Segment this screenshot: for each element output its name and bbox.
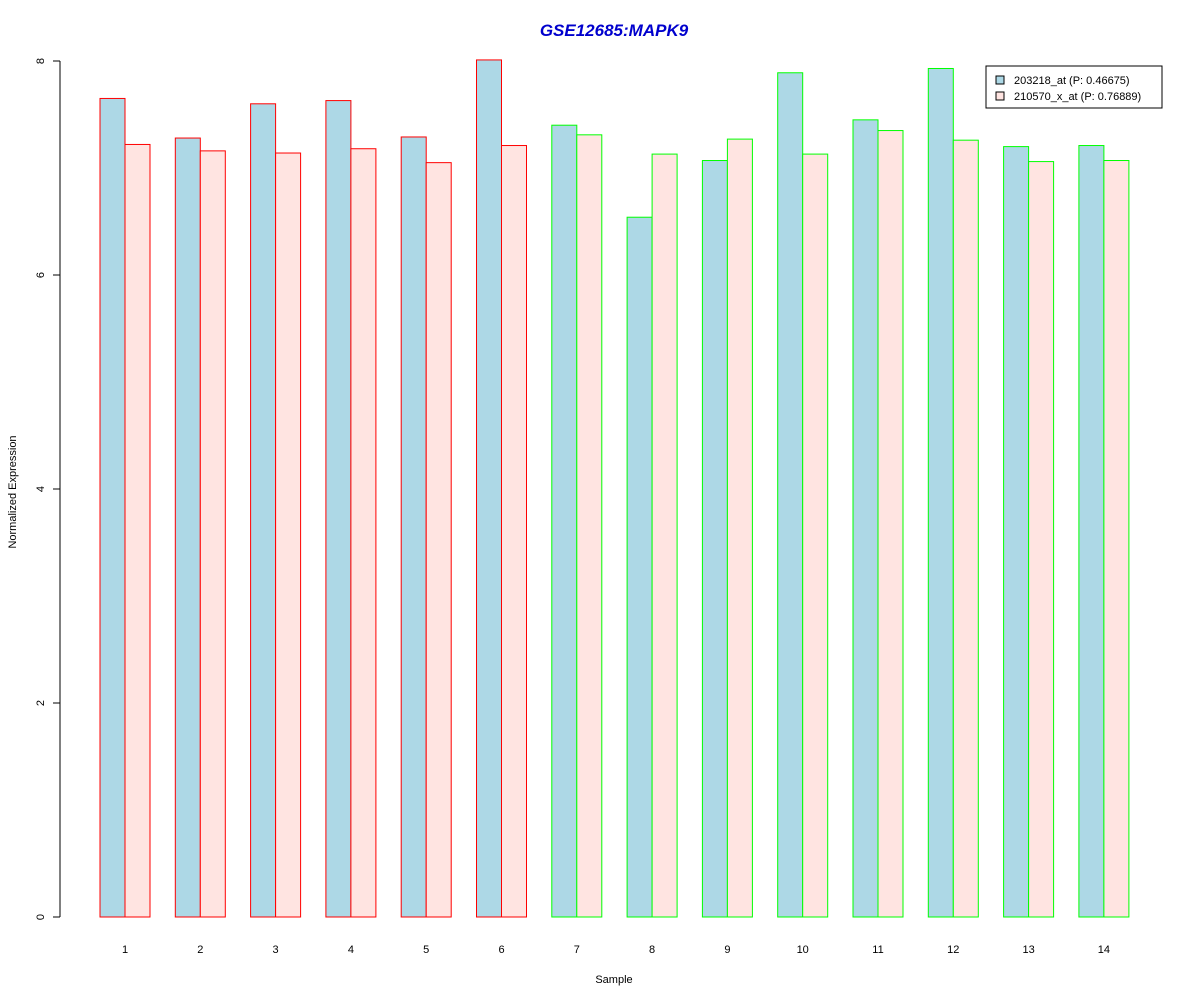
x-tick-label: 6	[498, 944, 504, 956]
chart-title: GSE12685:MAPK9	[540, 21, 689, 40]
legend-box	[985, 65, 1163, 109]
bar-sample-13-series-1	[1003, 146, 1030, 918]
y-tick-label: 6	[35, 272, 47, 278]
x-axis-labels: 1 2 3 4 5 6 7 8 9 10 11 12 13 14	[122, 944, 1110, 956]
bars	[99, 59, 1130, 918]
bar-sample-11-series-1	[852, 119, 879, 918]
bar-sample-8-series-2	[651, 153, 678, 918]
bar-sample-14-series-2	[1103, 160, 1130, 918]
legend-label-210570-x-at: 210570_x_at (P: 0.76889)	[1014, 91, 1141, 103]
y-axis: 0 2 4 6 8	[35, 58, 61, 920]
x-tick-label: 2	[197, 944, 203, 956]
bar-sample-10-series-1	[777, 72, 804, 918]
bar-sample-12-series-2	[952, 139, 979, 918]
x-tick-label: 13	[1022, 944, 1034, 956]
legend: 203218_at (P: 0.46675) 210570_x_at (P: 0…	[985, 65, 1163, 109]
x-tick-label: 14	[1098, 944, 1110, 956]
x-tick-label: 5	[423, 944, 429, 956]
legend-swatch-203218-at	[995, 75, 1005, 85]
bar-sample-12-series-1	[927, 67, 954, 918]
x-axis-title: Sample	[595, 974, 632, 986]
bar-sample-2-series-1	[174, 137, 201, 918]
bar-sample-9-series-2	[726, 138, 753, 918]
bar-sample-4-series-2	[350, 148, 377, 918]
y-tick-label: 0	[35, 914, 47, 920]
legend-swatch-210570-x-at	[995, 91, 1005, 101]
y-tick-label: 4	[35, 486, 47, 492]
bar-sample-3-series-2	[275, 152, 302, 918]
x-tick-label: 10	[797, 944, 809, 956]
bar-sample-4-series-1	[325, 100, 352, 918]
bar-sample-6-series-2	[501, 145, 527, 918]
bar-sample-2-series-2	[199, 150, 226, 918]
bar-sample-1-series-2	[124, 143, 151, 918]
bar-sample-13-series-2	[1028, 161, 1055, 918]
bar-sample-3-series-1	[250, 103, 277, 918]
bar-sample-1-series-1	[99, 97, 126, 918]
bar-sample-11-series-2	[877, 130, 904, 918]
bar-sample-14-series-1	[1078, 145, 1105, 918]
legend-label-203218-at: 203218_at (P: 0.46675)	[1014, 75, 1130, 87]
x-tick-label: 3	[273, 944, 279, 956]
bar-sample-10-series-2	[802, 153, 829, 918]
x-tick-label: 11	[872, 944, 883, 956]
x-tick-label: 7	[574, 944, 580, 956]
bar-sample-8-series-1	[626, 216, 653, 918]
bar-sample-6-series-1	[476, 59, 502, 918]
y-tick-label: 2	[35, 700, 47, 706]
x-tick-label: 8	[649, 944, 655, 956]
x-tick-label: 1	[122, 944, 128, 956]
x-tick-label: 9	[724, 944, 730, 956]
y-tick-label: 8	[35, 58, 47, 64]
x-tick-label: 4	[348, 944, 354, 956]
bar-sample-5-series-2	[425, 162, 452, 918]
y-axis-title: Normalized Expression	[7, 435, 19, 548]
x-tick-label: 12	[947, 944, 959, 956]
bar-sample-9-series-1	[701, 160, 728, 918]
bar-sample-7-series-1	[551, 124, 578, 918]
bar-sample-7-series-2	[576, 134, 603, 918]
bar-sample-5-series-1	[400, 136, 427, 918]
